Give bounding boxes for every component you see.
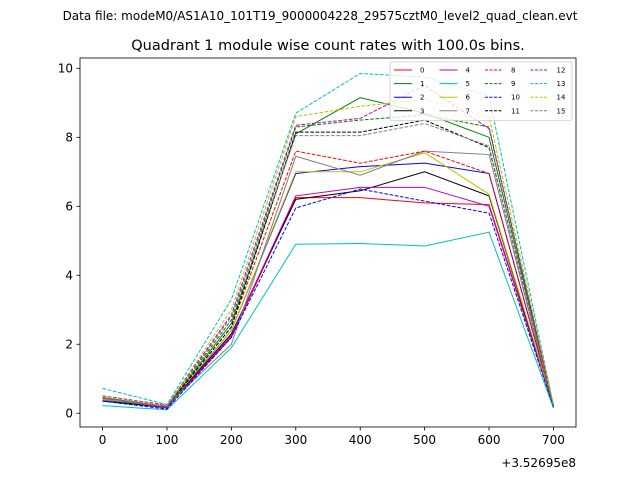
series-line-10 [102, 188, 554, 410]
legend-label-12: 12 [557, 67, 566, 75]
y-tick-label: 4 [65, 269, 73, 283]
y-tick-label: 6 [65, 200, 73, 214]
series-line-15 [102, 123, 554, 407]
figure-suptitle: Data file: modeM0/AS1A10_101T19_90000042… [63, 9, 578, 23]
x-axis: 0 100 200 300 400 500 600 700 [99, 427, 565, 447]
series-line-5 [102, 231, 554, 411]
legend-box [389, 61, 573, 121]
axes-frame [79, 57, 577, 428]
series-line-7 [102, 150, 554, 409]
x-offset-label: +3.52695e8 [501, 456, 576, 470]
y-tick-label: 0 [65, 407, 73, 421]
y-tick-label: 8 [65, 131, 73, 145]
legend-label-9: 9 [511, 80, 515, 88]
legend-label-14: 14 [557, 94, 566, 102]
x-tick-label: 200 [220, 433, 243, 447]
legend-label-0: 0 [420, 67, 424, 75]
y-tick-label: 2 [65, 338, 73, 352]
legend-label-8: 8 [511, 67, 515, 75]
y-axis: 0 2 4 6 8 10 [58, 62, 80, 421]
legend-label-3: 3 [420, 107, 424, 115]
legend-label-7: 7 [466, 107, 470, 115]
legend-label-1: 1 [420, 80, 424, 88]
legend-label-10: 10 [511, 94, 520, 102]
x-tick-label: 500 [413, 433, 436, 447]
legend-label-11: 11 [511, 107, 520, 115]
y-tick-label: 10 [58, 62, 73, 76]
x-tick-label: 700 [542, 433, 565, 447]
legend-label-6: 6 [466, 94, 471, 102]
x-tick-label: 0 [99, 433, 107, 447]
x-tick-label: 300 [284, 433, 307, 447]
chart-title: Quadrant 1 module wise count rates with … [131, 38, 525, 54]
series-line-13 [102, 73, 554, 406]
series-line-12 [102, 85, 554, 407]
legend-label-5: 5 [466, 80, 470, 88]
series-line-9 [102, 114, 554, 407]
x-tick-label: 400 [349, 433, 372, 447]
series-line-11 [102, 119, 554, 407]
legend-label-13: 13 [557, 80, 566, 88]
x-tick-label: 600 [478, 433, 501, 447]
series-lines [102, 73, 554, 411]
legend-label-15: 15 [557, 107, 566, 115]
legend-label-4: 4 [466, 67, 471, 75]
x-tick-label: 100 [156, 433, 179, 447]
legend-label-2: 2 [420, 94, 424, 102]
